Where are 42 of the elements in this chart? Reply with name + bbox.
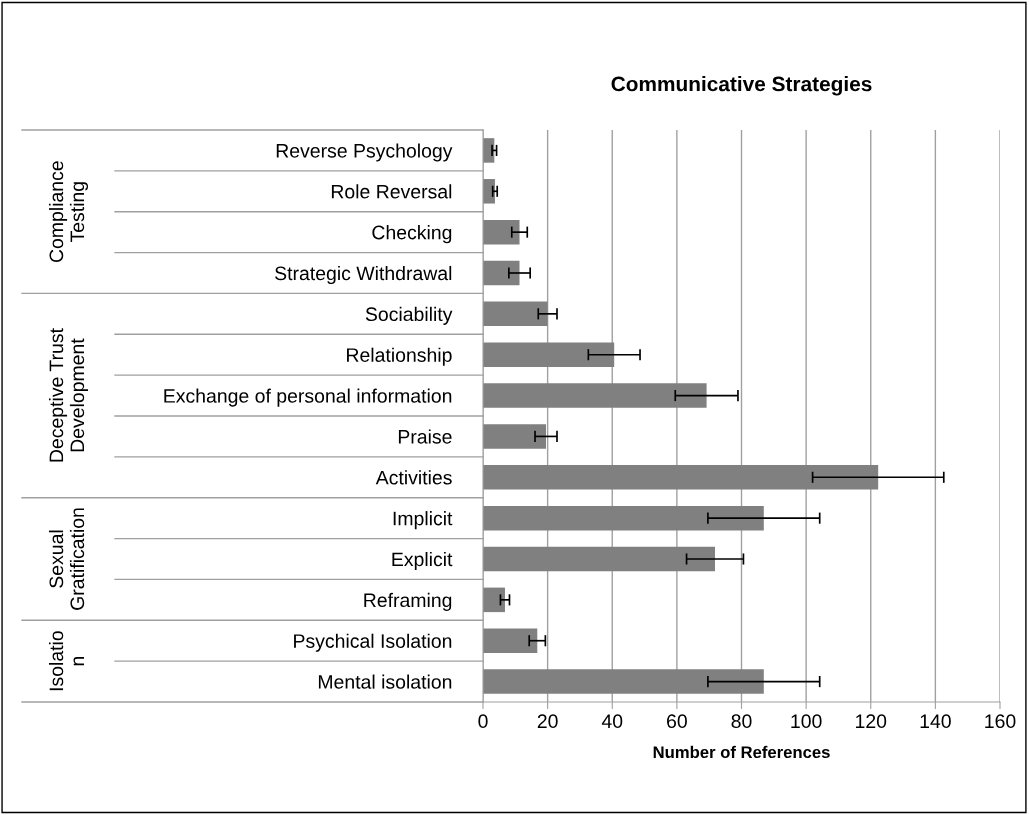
y-tick-label: Psychical Isolation <box>294 633 452 652</box>
y-tick-label: Mental isolation <box>318 674 452 689</box>
bar <box>483 219 520 245</box>
bar <box>483 669 764 694</box>
x-tick-label: 120 <box>856 714 887 729</box>
bar <box>483 179 495 204</box>
bar <box>483 465 879 490</box>
y-tick-label: Reverse Psychology <box>276 143 453 162</box>
y-tick-label: Exchange of personal information <box>164 388 452 407</box>
x-tick-label: 0 <box>478 714 488 729</box>
bar <box>483 342 615 367</box>
y-tick-label: Checking <box>372 225 452 244</box>
bar <box>483 546 715 572</box>
text: Sexual Gratification <box>48 508 85 610</box>
x-tick-label: 140 <box>920 714 951 729</box>
bar <box>483 301 548 327</box>
y-tick-label: Role Reversal <box>331 184 452 199</box>
bar <box>483 424 547 449</box>
text: Deceptive Trust Development <box>48 328 89 462</box>
chart-title: Communicative Strategies <box>611 76 872 96</box>
y-tick-label: Strategic Withdrawal <box>275 265 452 285</box>
y-tick-label: Relationship <box>347 347 452 366</box>
y-tick-label: Implicit <box>393 511 453 530</box>
y-tick-label: Reframing <box>364 592 452 611</box>
x-tick-label: 60 <box>667 714 687 729</box>
bar <box>483 628 538 653</box>
y-tick-label: Praise <box>398 429 452 444</box>
y-tick-label: Sociability <box>365 306 453 325</box>
bar <box>483 587 505 613</box>
text: Isolatio n <box>48 631 84 691</box>
x-tick-label: 100 <box>791 714 822 729</box>
x-tick-label: 40 <box>601 714 623 729</box>
text: Compliance Testing <box>48 161 89 263</box>
bar <box>483 260 520 286</box>
bar <box>483 383 707 408</box>
x-tick-label: 20 <box>537 714 558 729</box>
y-tick-label: Explicit <box>392 551 453 571</box>
x-tick-label: 160 <box>985 714 1016 729</box>
x-axis-title: Number of References <box>653 745 830 759</box>
x-tick-label: 80 <box>731 714 752 729</box>
bar <box>483 505 764 531</box>
y-tick-label: Activities <box>375 470 452 485</box>
